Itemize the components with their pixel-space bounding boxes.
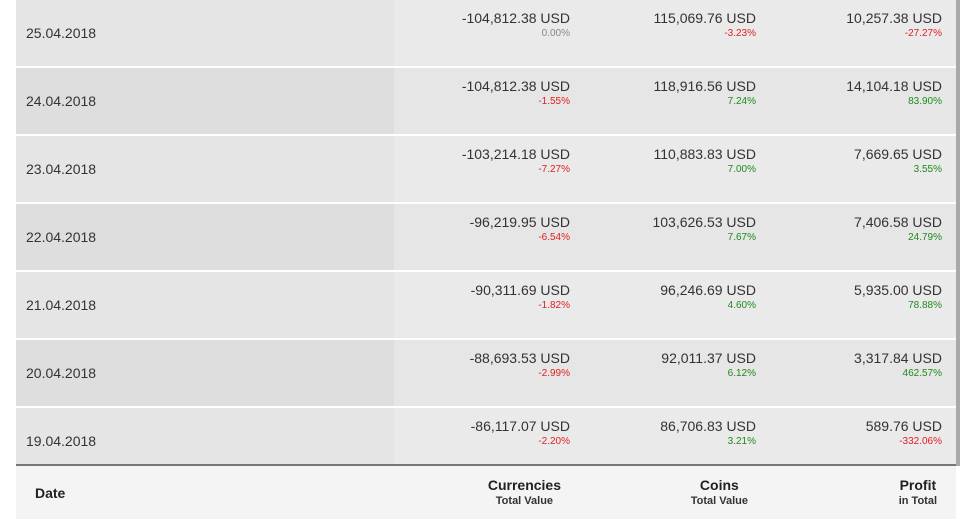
profit-value: 3,317.84 USD [854, 350, 942, 366]
coins-cell: 115,069.76 USD -3.23% [654, 10, 756, 41]
profit-change: 24.79% [908, 232, 942, 243]
column-header-coins[interactable]: Coins Total Value [691, 476, 748, 508]
profit-change: 83.90% [908, 96, 942, 107]
coins-header-sub: Total Value [690, 495, 748, 507]
column-header-date[interactable]: Date [35, 485, 66, 501]
currencies-change: -2.99% [538, 368, 570, 379]
date-cell: 20.04.2018 [16, 340, 394, 406]
row-date: 22.04.2018 [26, 229, 97, 245]
date-cell: 23.04.2018 [16, 136, 394, 202]
currencies-change: -1.55% [538, 96, 570, 107]
column-header-profit[interactable]: Profit in Total [899, 476, 937, 508]
date-cell: 22.04.2018 [16, 204, 394, 270]
date-cell: 25.04.2018 [16, 0, 394, 66]
coins-change: 4.60% [727, 300, 756, 311]
table-row[interactable]: 23.04.2018 -103,214.18 USD -7.27% 110,883.8… [16, 136, 956, 204]
profit-header-label: Profit [899, 477, 937, 493]
profit-cell: 3,317.84 USD 462.57% [854, 350, 942, 381]
profit-change: 3.55% [913, 164, 942, 175]
coins-value: 86,706.83 USD [660, 418, 756, 434]
column-header-currencies[interactable]: Currencies Total Value [488, 476, 561, 508]
coins-change: -3.23% [724, 28, 756, 39]
coins-cell: 103,626.53 USD 7.67% [652, 214, 756, 245]
currencies-change: -7.27% [538, 164, 570, 175]
profit-cell: 10,257.38 USD -27.27% [846, 10, 942, 41]
profit-change: 462.57% [902, 368, 942, 379]
date-cell: 19.04.2018 [16, 408, 394, 474]
coins-cell: 110,883.83 USD 7.00% [654, 146, 756, 177]
coins-value: 110,883.83 USD [653, 146, 756, 162]
coins-value: 118,916.56 USD [653, 78, 756, 94]
currencies-cell: -90,311.69 USD -1.82% [471, 282, 570, 313]
coins-change: 3.21% [727, 436, 756, 447]
date-cell: 21.04.2018 [16, 272, 394, 338]
profit-change: -27.27% [904, 28, 942, 39]
row-date: 20.04.2018 [26, 365, 97, 381]
table-row[interactable]: 25.04.2018 -104,812.38 USD 0.00% 115,069.76… [16, 0, 956, 68]
scrollbar-track[interactable] [956, 0, 960, 466]
currencies-change: -1.82% [538, 300, 570, 311]
coins-value: 103,626.53 USD [652, 214, 756, 230]
table-footer-header: Date Currencies Total Value Coins Total … [16, 464, 956, 519]
currencies-cell: -96,219.95 USD -6.54% [470, 214, 570, 245]
table-row[interactable]: 22.04.2018 -96,219.95 USD -6.54% 103,626.53… [16, 204, 956, 272]
profit-change: 78.88% [908, 300, 942, 311]
currencies-value: -104,812.38 USD [461, 10, 570, 26]
currencies-change: 0.00% [541, 28, 570, 39]
table-row[interactable]: 21.04.2018 -90,311.69 USD -1.82% 96,246.69 … [16, 272, 956, 340]
currencies-value: -104,812.38 USD [461, 78, 570, 94]
currencies-change: -2.20% [538, 436, 570, 447]
currencies-cell: -104,812.38 USD -1.55% [462, 78, 570, 109]
coins-cell: 96,246.69 USD 4.60% [660, 282, 756, 313]
currencies-header-sub: Total Value [495, 495, 554, 507]
coins-value: 92,011.37 USD [661, 350, 756, 366]
currencies-cell: -104,812.38 USD 0.00% [462, 10, 570, 41]
coins-change: 7.67% [727, 232, 756, 243]
currencies-change: -6.54% [538, 232, 570, 243]
currencies-value: -86,117.07 USD [470, 418, 570, 434]
coins-header-label: Coins [699, 477, 739, 493]
row-date: 21.04.2018 [26, 297, 97, 313]
history-table: 25.04.2018 -104,812.38 USD 0.00% 115,069.76… [16, 0, 956, 476]
currencies-value: -88,693.53 USD [469, 350, 570, 366]
coins-change: 7.24% [727, 96, 756, 107]
row-date: 25.04.2018 [26, 25, 97, 41]
coins-cell: 92,011.37 USD 6.12% [661, 350, 756, 381]
table-row[interactable]: 20.04.2018 -88,693.53 USD -2.99% 92,011.37 … [16, 340, 956, 408]
coins-change: 6.12% [727, 368, 756, 379]
profit-cell: 5,935.00 USD 78.88% [854, 282, 942, 313]
coins-value: 115,069.76 USD [653, 10, 756, 26]
row-date: 19.04.2018 [26, 433, 97, 449]
coins-cell: 86,706.83 USD 3.21% [660, 418, 756, 449]
table-row[interactable]: 19.04.2018 -86,117.07 USD -2.20% 86,706.83 … [16, 408, 956, 476]
profit-value: 7,406.58 USD [854, 214, 942, 230]
profit-change: -332.06% [899, 436, 942, 447]
profit-cell: 7,669.65 USD 3.55% [854, 146, 942, 177]
profit-value: 10,257.38 USD [846, 10, 942, 26]
currencies-value: -90,311.69 USD [470, 282, 570, 298]
currencies-value: -96,219.95 USD [469, 214, 570, 230]
profit-cell: 589.76 USD -332.06% [866, 418, 942, 449]
profit-cell: 14,104.18 USD 83.90% [846, 78, 942, 109]
profit-value: 14,104.18 USD [846, 78, 942, 94]
row-date: 23.04.2018 [26, 161, 97, 177]
profit-header-sub: in Total [898, 495, 937, 507]
currencies-header-label: Currencies [487, 477, 561, 493]
currencies-value: -103,214.18 USD [461, 146, 570, 162]
profit-cell: 7,406.58 USD 24.79% [854, 214, 942, 245]
coins-change: 7.00% [727, 164, 756, 175]
profit-value: 589.76 USD [865, 418, 942, 434]
profit-value: 7,669.65 USD [854, 146, 942, 162]
date-cell: 24.04.2018 [16, 68, 394, 134]
row-date: 24.04.2018 [26, 93, 97, 109]
currencies-cell: -103,214.18 USD -7.27% [462, 146, 570, 177]
currencies-cell: -86,117.07 USD -2.20% [471, 418, 570, 449]
coins-value: 96,246.69 USD [660, 282, 756, 298]
currencies-cell: -88,693.53 USD -2.99% [470, 350, 570, 381]
profit-value: 5,935.00 USD [854, 282, 942, 298]
table-row[interactable]: 24.04.2018 -104,812.38 USD -1.55% 118,916.5… [16, 68, 956, 136]
coins-cell: 118,916.56 USD 7.24% [654, 78, 756, 109]
